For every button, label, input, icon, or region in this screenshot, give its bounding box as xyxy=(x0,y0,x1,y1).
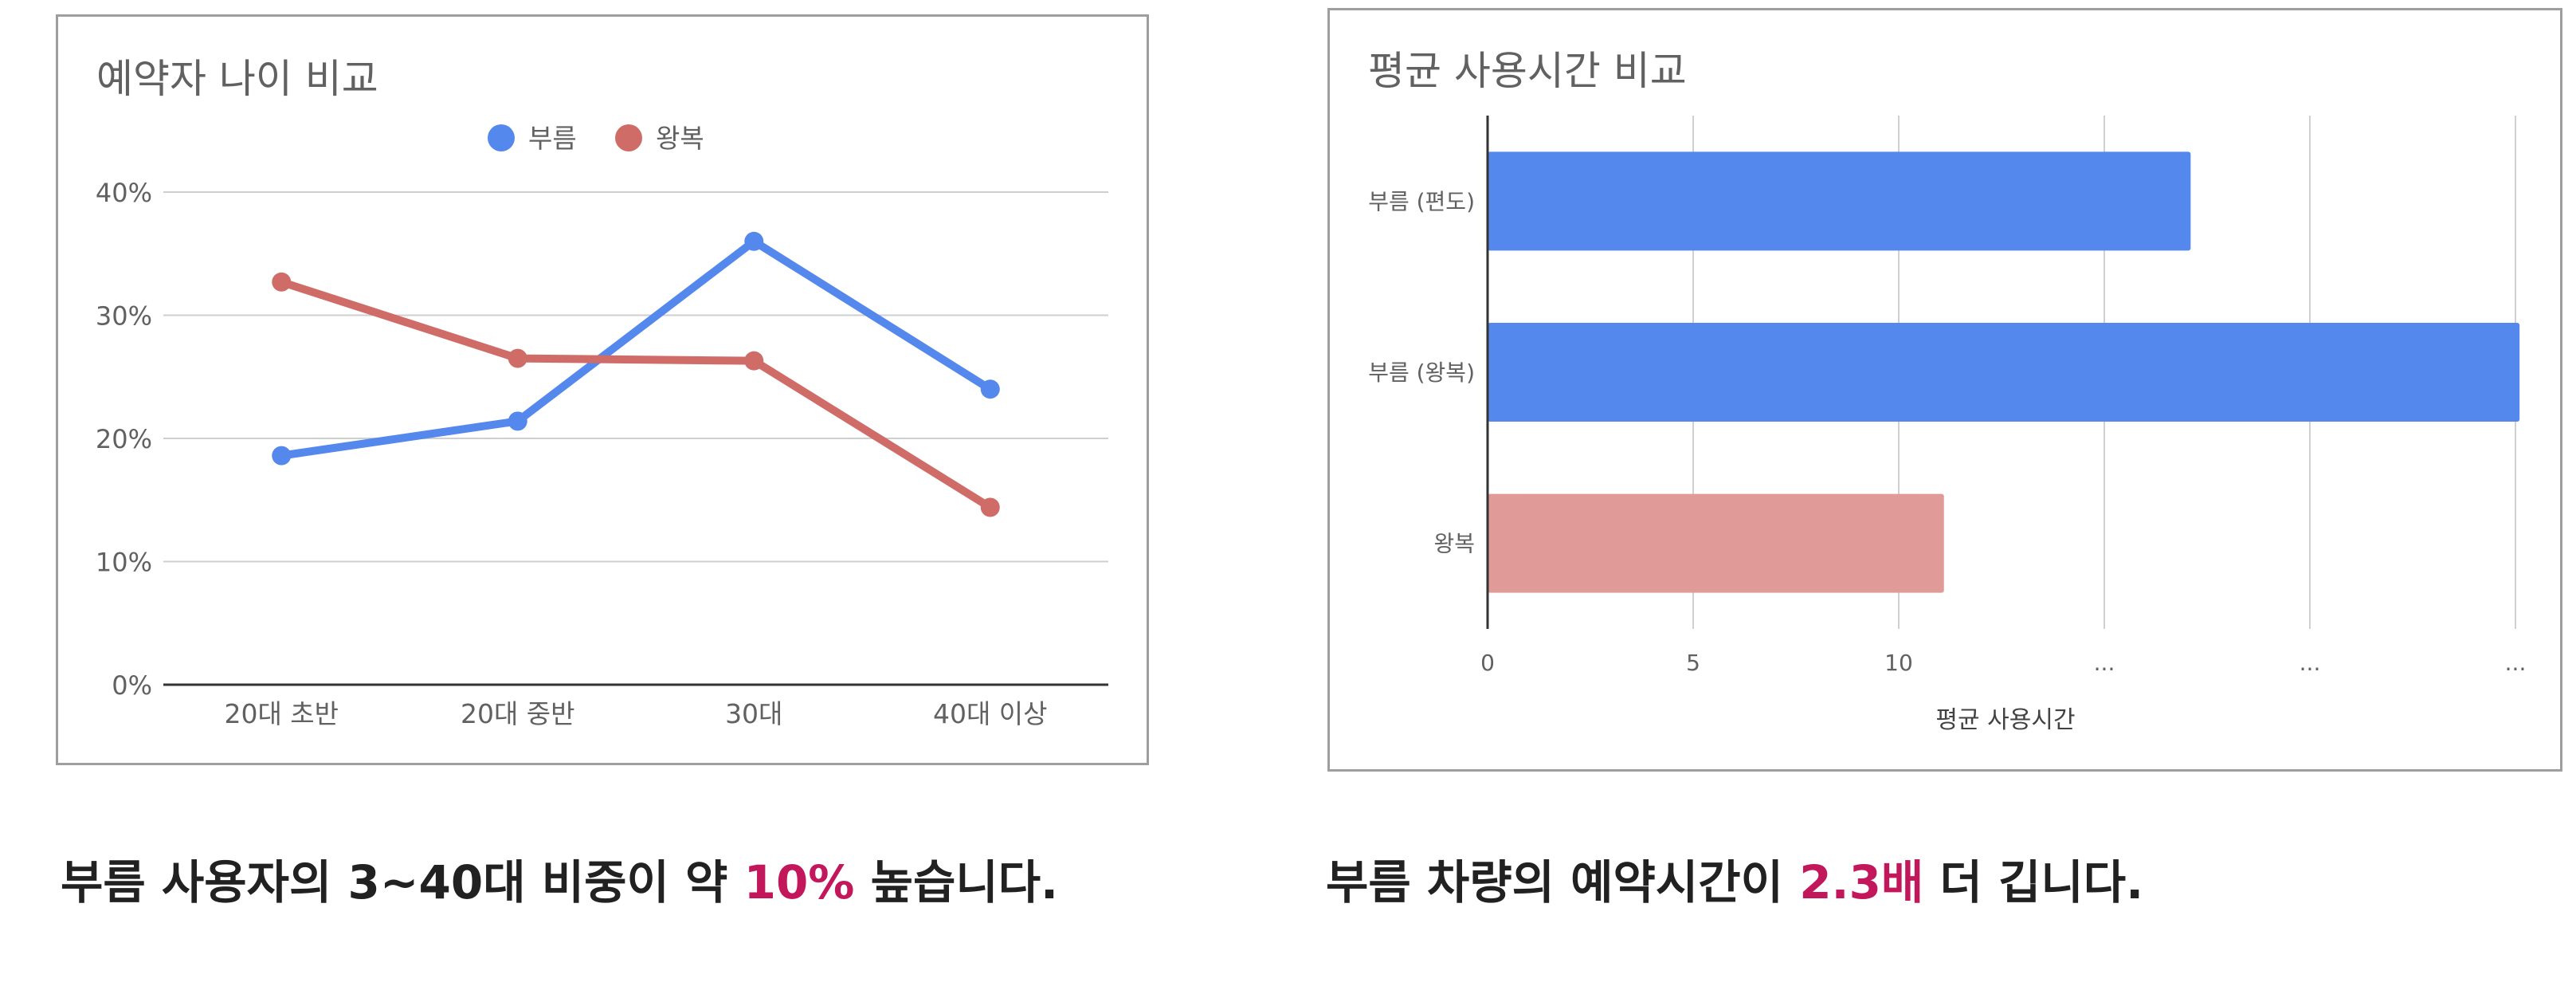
x-tick-label: 20대 중반 xyxy=(461,698,575,729)
x-tick-label: ... xyxy=(2505,650,2527,676)
legend-marker xyxy=(615,124,642,151)
y-tick-label: 30% xyxy=(96,301,152,332)
chart-title: 평균 사용시간 비교 xyxy=(1368,48,1687,94)
x-tick-label: ... xyxy=(2094,650,2115,676)
y-tick-label: 부름 (왕복) xyxy=(1368,359,1475,386)
x-axis-title: 평균 사용시간 xyxy=(1935,706,2075,734)
x-tick-label: 40대 이상 xyxy=(933,698,1048,729)
age-caption: 부름 사용자의 3~40대 비중이 약 10% 높습니다. xyxy=(61,855,1059,909)
data-point xyxy=(508,411,527,431)
data-point xyxy=(508,348,527,368)
data-point xyxy=(744,351,764,371)
age-comparison-panel: 예약자 나이 비교 0% 10% 20% 30% 40% 20대 초반 20대 중반 30대 4… xyxy=(56,14,1149,765)
data-point xyxy=(744,231,764,251)
caption-highlight: 10% xyxy=(743,855,855,909)
bar xyxy=(1488,323,2520,422)
data-point xyxy=(272,272,292,292)
x-tick-label: 20대 초반 xyxy=(224,698,339,729)
x-tick-label: ... xyxy=(2300,650,2321,676)
legend-label: 왕복 xyxy=(656,123,704,154)
data-point xyxy=(272,446,292,466)
chart-title: 예약자 나이 비교 xyxy=(96,56,378,102)
x-tick-label: 30대 xyxy=(725,698,782,729)
x-tick-label: 0 xyxy=(1480,650,1495,676)
line-chart: 0% 10% 20% 30% 40% 20대 초반 20대 중반 30대 40대 이상 부름 왕복 xyxy=(96,123,1108,729)
legend-label: 부름 xyxy=(528,123,577,154)
data-point xyxy=(980,497,1000,517)
series-line xyxy=(277,277,994,512)
y-tick-label: 왕복 xyxy=(1433,531,1475,557)
time-caption: 부름 차량의 예약시간이 2.3배 더 깁니다. xyxy=(1326,855,2144,909)
caption-highlight: 2.3배 xyxy=(1799,855,1924,909)
x-tick-label: 10 xyxy=(1884,650,1913,676)
bar xyxy=(1488,151,2191,251)
legend-marker xyxy=(488,124,515,151)
usage-time-panel: 평균 사용시간 비교 0 5 10......... 부름 (편도) 부름 (왕복) 왕복… xyxy=(1327,8,2562,772)
y-tick-label: 20% xyxy=(96,424,152,454)
y-tick-label: 10% xyxy=(96,548,152,578)
y-tick-label: 40% xyxy=(96,178,152,208)
x-tick-label: 5 xyxy=(1686,650,1700,676)
series-line xyxy=(277,237,994,460)
y-tick-label: 0% xyxy=(112,670,152,701)
y-tick-label: 부름 (편도) xyxy=(1368,188,1475,214)
data-point xyxy=(980,379,1000,399)
bar xyxy=(1488,493,1944,593)
